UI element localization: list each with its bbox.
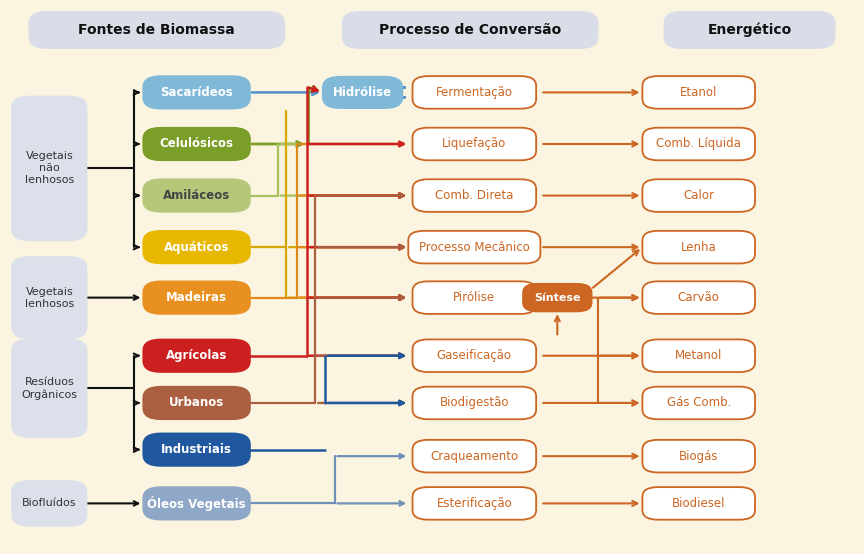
Text: Fontes de Biomassa: Fontes de Biomassa [79, 23, 235, 37]
Text: Gaseificação: Gaseificação [437, 349, 511, 362]
Text: Energético: Energético [708, 23, 791, 37]
FancyBboxPatch shape [643, 127, 755, 160]
Text: Gás Comb.: Gás Comb. [666, 397, 731, 409]
Text: Biodiesel: Biodiesel [672, 497, 726, 510]
Text: Óleos Vegetais: Óleos Vegetais [147, 496, 246, 511]
Text: Craqueamento: Craqueamento [430, 450, 518, 463]
FancyBboxPatch shape [409, 231, 540, 263]
FancyBboxPatch shape [643, 340, 755, 372]
Text: Vegetais
não
lenhosos: Vegetais não lenhosos [25, 151, 74, 186]
FancyBboxPatch shape [643, 179, 755, 212]
Text: Liquefação: Liquefação [442, 137, 506, 151]
FancyBboxPatch shape [522, 283, 593, 312]
FancyBboxPatch shape [143, 178, 251, 213]
Text: Etanol: Etanol [680, 86, 717, 99]
FancyBboxPatch shape [143, 486, 251, 521]
FancyBboxPatch shape [643, 231, 755, 263]
Text: Processo de Conversão: Processo de Conversão [379, 23, 562, 37]
FancyBboxPatch shape [29, 11, 285, 49]
Text: Fermentação: Fermentação [435, 86, 513, 99]
Text: Agrícolas: Agrícolas [166, 349, 227, 362]
Text: Aquáticos: Aquáticos [164, 240, 229, 254]
Text: Vegetais
lenhosos: Vegetais lenhosos [25, 286, 74, 309]
FancyBboxPatch shape [143, 75, 251, 110]
Text: Comb. Direta: Comb. Direta [435, 189, 513, 202]
FancyBboxPatch shape [143, 230, 251, 264]
Text: Urbanos: Urbanos [169, 397, 225, 409]
Text: Calor: Calor [683, 189, 715, 202]
FancyBboxPatch shape [143, 338, 251, 373]
Text: Lenha: Lenha [681, 240, 716, 254]
Text: Resíduos
Orgânicos: Resíduos Orgânicos [22, 377, 77, 399]
FancyBboxPatch shape [143, 433, 251, 467]
FancyBboxPatch shape [412, 281, 537, 314]
Text: Biogás: Biogás [679, 450, 719, 463]
FancyBboxPatch shape [11, 96, 87, 241]
Text: Amiláceos: Amiláceos [163, 189, 230, 202]
FancyBboxPatch shape [11, 256, 87, 339]
FancyBboxPatch shape [412, 179, 537, 212]
FancyBboxPatch shape [643, 76, 755, 109]
FancyBboxPatch shape [643, 281, 755, 314]
Text: Biofluídos: Biofluídos [22, 499, 77, 509]
Text: Esterificação: Esterificação [436, 497, 512, 510]
Text: Comb. Líquida: Comb. Líquida [657, 137, 741, 151]
FancyBboxPatch shape [643, 487, 755, 520]
Text: Síntese: Síntese [534, 293, 581, 302]
FancyBboxPatch shape [143, 280, 251, 315]
FancyBboxPatch shape [664, 11, 835, 49]
FancyBboxPatch shape [412, 340, 537, 372]
FancyBboxPatch shape [412, 387, 537, 419]
FancyBboxPatch shape [342, 11, 599, 49]
Text: Madeiras: Madeiras [166, 291, 227, 304]
Text: Industriais: Industriais [162, 443, 232, 456]
FancyBboxPatch shape [322, 76, 403, 109]
Text: Celulósicos: Celulósicos [160, 137, 233, 151]
FancyBboxPatch shape [643, 387, 755, 419]
FancyBboxPatch shape [412, 76, 537, 109]
FancyBboxPatch shape [643, 440, 755, 473]
FancyBboxPatch shape [412, 440, 537, 473]
Text: Processo Mecânico: Processo Mecânico [419, 240, 530, 254]
Text: Carvão: Carvão [677, 291, 720, 304]
Text: Hidrólise: Hidrólise [333, 86, 392, 99]
FancyBboxPatch shape [11, 480, 87, 527]
FancyBboxPatch shape [143, 386, 251, 420]
FancyBboxPatch shape [11, 338, 87, 438]
Text: Pirólise: Pirólise [454, 291, 495, 304]
FancyBboxPatch shape [412, 487, 537, 520]
Text: Biodigestão: Biodigestão [440, 397, 509, 409]
Text: Sacarídeos: Sacarídeos [160, 86, 233, 99]
FancyBboxPatch shape [412, 127, 537, 160]
FancyBboxPatch shape [143, 127, 251, 161]
Text: Metanol: Metanol [675, 349, 722, 362]
